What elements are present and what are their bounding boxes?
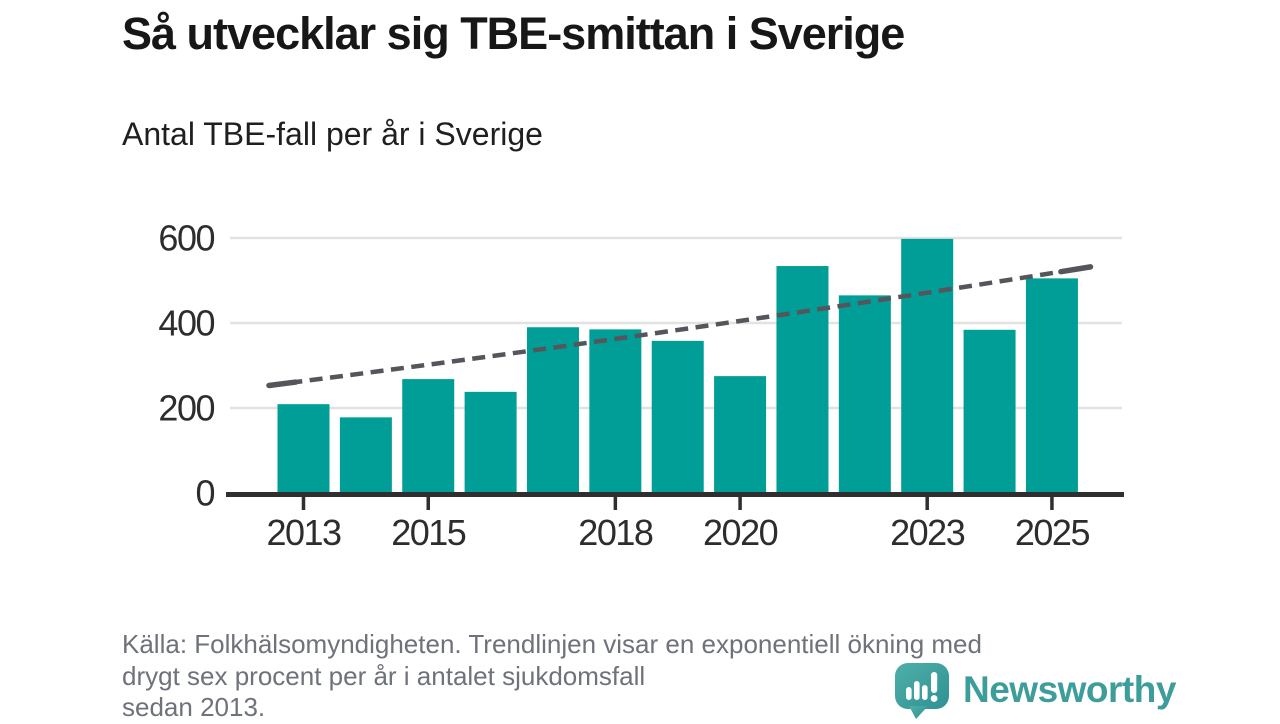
bar-2015 (402, 379, 455, 493)
y-tick-label-0: 0 (195, 473, 214, 514)
speech-bubble-shape (895, 663, 949, 709)
x-tick-label-2013: 2013 (266, 512, 341, 553)
bar-2024 (963, 329, 1016, 493)
speech-bubble-tail (909, 706, 928, 719)
newsworthy-wordmark: Newsworthy (963, 669, 1176, 710)
y-tick-label-600: 600 (158, 218, 214, 259)
x-tick-label-2025: 2025 (1015, 512, 1090, 553)
bar-2017 (526, 327, 579, 493)
y-tick-label-400: 400 (158, 303, 214, 344)
y-tick-label-200: 200 (158, 388, 214, 429)
page-title: Så utvecklar sig TBE-smittan i Sverige (122, 8, 905, 59)
chart-subtitle: Antal TBE-fall per år i Sverige (122, 116, 543, 152)
trend-end-cap (1058, 264, 1094, 275)
bar-2014 (339, 417, 392, 493)
icon-bar-chart (906, 681, 928, 700)
bar-2019 (651, 340, 704, 493)
source-note-line-2: drygt sex procent per år i antalet sjukd… (122, 660, 646, 691)
x-tick-label-2018: 2018 (578, 512, 653, 553)
bar-2021 (776, 266, 829, 493)
bar-2013 (277, 404, 330, 493)
bar-2022 (838, 295, 891, 493)
x-tick-label-2015: 2015 (391, 512, 466, 553)
bar-2018 (589, 329, 642, 493)
bar-2016 (464, 391, 517, 493)
bar-2023 (901, 238, 954, 493)
source-note-line-1: Källa: Folkhälsomyndigheten. Trendlinjen… (122, 629, 982, 659)
newsworthy-logo: Newsworthy (894, 662, 1176, 720)
x-tick-label-2020: 2020 (703, 512, 778, 553)
bar-2020 (714, 376, 767, 493)
icon-exclamation (930, 672, 938, 702)
source-note-line-3: sedan 2013. (122, 692, 266, 722)
x-tick-label-2023: 2023 (890, 512, 965, 553)
newsworthy-icon (895, 663, 949, 719)
trend-line (268, 264, 1091, 388)
trend-start-cap (266, 379, 299, 389)
bar-2025 (1025, 278, 1078, 493)
source-note: Källa: Folkhälsomyndigheten. Trendlinjen… (122, 629, 1102, 724)
